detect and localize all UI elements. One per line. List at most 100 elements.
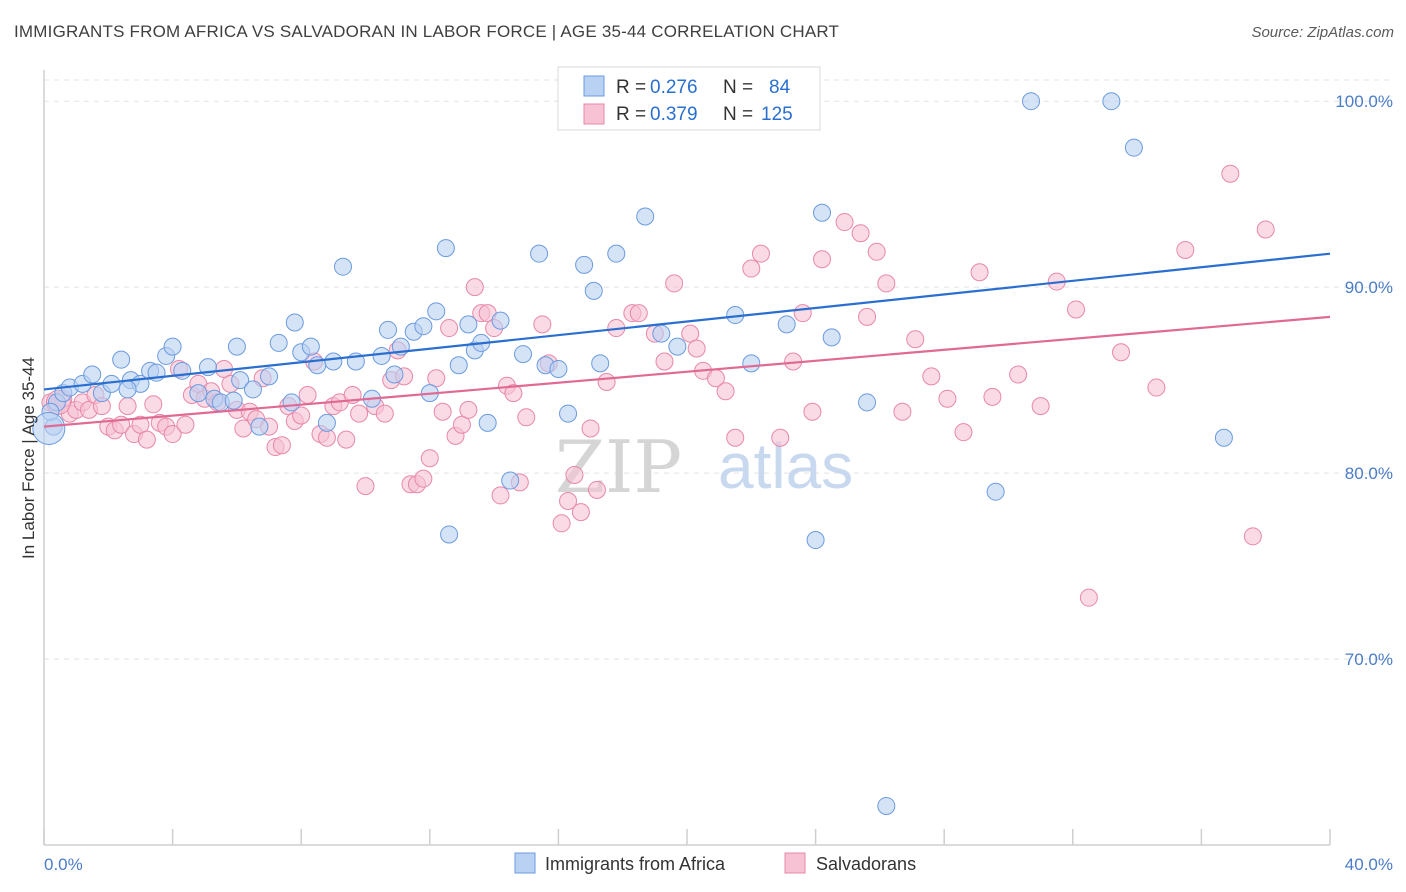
salvadoran-point [665,274,684,293]
salvadoran-point [954,423,973,442]
salvadoran-point [452,415,471,434]
salvadoran-point [1079,588,1098,607]
salvadoran-point [350,404,369,423]
y-axis-label: In Labor Force | Age 35-44 [19,357,38,559]
salvadoran-point [163,425,182,444]
africa-point [83,365,102,384]
salvadoran-point [1009,365,1028,384]
salvadoran-point [337,430,356,449]
africa-point [333,257,352,276]
salvadoran-point [813,250,832,269]
africa-point [491,311,510,330]
salvadoran-point [922,367,941,386]
salvadoran-point [1243,527,1262,546]
salvadoran-point [983,387,1002,406]
salvadoran-point [587,480,606,499]
salvadoran-point [375,404,394,423]
africa-point [1214,428,1233,447]
africa-point [414,317,433,336]
africa-point [986,482,1005,501]
africa-point [324,352,343,371]
salvadoran-point [851,224,870,243]
africa-point [317,413,336,432]
africa-point [813,203,832,222]
africa-point [163,337,182,356]
africa-point [449,356,468,375]
y-tick-label-80: 80.0% [1345,464,1393,483]
salvadoran-point [420,449,439,468]
salvadoran-point [581,419,600,438]
salvadoran-point [118,397,137,416]
salvadoran-point [144,395,163,414]
africa-point [285,313,304,332]
legend-n-label-pink: N = [723,104,753,125]
salvadoran-point [292,406,311,425]
africa-trend-line [43,252,1331,391]
salvadoran-point [906,330,925,349]
legend-n-label-blue: N = [723,77,753,98]
x-tick-label-max: 40.0% [1345,855,1393,874]
africa-point [372,346,391,365]
salvadoran-point [655,352,674,371]
salvadoran-points [41,164,1275,607]
axes [43,70,1330,846]
africa-point [224,391,243,410]
salvadoran-point [137,430,156,449]
africa-point [250,417,269,436]
africa-point [459,315,478,334]
salvadoran-point [970,263,989,282]
salvadoran-trend-line [43,315,1331,428]
salvadoran-point [893,402,912,421]
africa-point [440,525,459,544]
salvadoran-point [433,402,452,421]
salvadoran-point [687,339,706,358]
salvadoran-point [742,259,761,278]
salvadoran-point [459,400,478,419]
salvadoran-point [858,307,877,326]
salvadoran-point [571,503,590,522]
africa-point [877,796,896,815]
salvadoran-point [565,465,584,484]
africa-point [427,302,446,321]
salvadoran-point [771,428,790,447]
salvadoran-point [517,408,536,427]
africa-point [514,345,533,364]
bottom-legend-swatch-blue [514,852,536,874]
salvadoran-point [533,315,552,334]
salvadoran-point [877,274,896,293]
source-credit: Source: ZipAtlas.com [1251,24,1394,41]
salvadoran-point [1147,378,1166,397]
africa-point [436,239,455,258]
y-tick-label-70: 70.0% [1345,650,1393,669]
africa-point [806,531,825,550]
africa-point [269,333,288,352]
africa-point [575,255,594,274]
salvadoran-point [726,428,745,447]
salvadoran-point [938,389,957,408]
africa-point [584,281,603,300]
chart-title: IMMIGRANTS FROM AFRICA VS SALVADORAN IN … [14,22,840,41]
salvadoran-point [1221,164,1240,183]
africa-point [858,393,877,412]
salvadoran-point [1112,343,1131,362]
salvadoran-point [465,278,484,297]
legend-n-value-blue: 84 [769,77,791,98]
salvadoran-point [440,319,459,338]
africa-point [260,367,279,386]
salvadoran-point [298,385,317,404]
salvadoran-point [131,415,150,434]
africa-point [1102,92,1121,111]
africa-point [173,361,192,380]
x-ticks [43,829,1331,845]
salvadoran-point [867,242,886,261]
africa-point [607,244,626,263]
salvadoran-point [414,469,433,488]
africa-point [243,380,262,399]
y-tick-labels: 70.0% 80.0% 90.0% 100.0% [1335,92,1393,669]
salvadoran-point [681,324,700,343]
africa-point [559,404,578,423]
y-tick-label-90: 90.0% [1345,278,1393,297]
africa-point-cluster [32,411,66,445]
bottom-legend-swatch-pink [784,852,806,874]
x-tick-label-min: 0.0% [44,855,83,874]
